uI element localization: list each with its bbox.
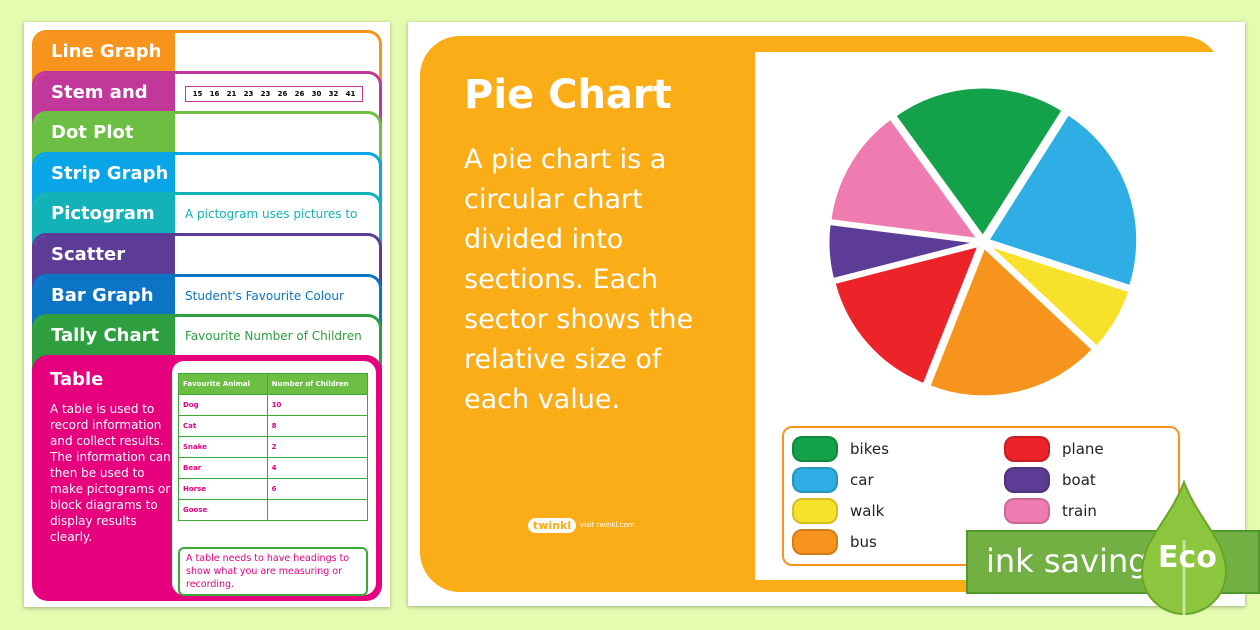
table-cell [266, 499, 369, 521]
pie-slice-plane [832, 243, 982, 387]
number: 23 [260, 89, 271, 98]
table-cell: Snake [178, 436, 268, 458]
number: 26 [277, 89, 288, 98]
eco-badge: Eco [1158, 540, 1217, 575]
table-cell: Horse [178, 478, 268, 500]
card-body: Favourite Animal Number of Children Dog 10… [172, 361, 376, 596]
table-cell: 6 [266, 478, 369, 500]
description: A pie chart is a circular chart divided … [464, 144, 694, 415]
page-title: Pie Chart [464, 72, 672, 118]
table-row: Horse 6 [178, 478, 369, 500]
legend-swatch [792, 436, 838, 462]
legend-item-car: car [792, 467, 874, 493]
table-header: Number of Children [266, 373, 369, 395]
legend-item-train: train [1004, 498, 1097, 524]
table-row: Cat 8 [178, 415, 369, 437]
pie-slice-bikes [892, 85, 1066, 240]
pie-chart-poster: Pie Chart A pie chart is a circular char… [408, 22, 1245, 606]
legend-item-boat: boat [1004, 467, 1096, 493]
table-cell: 8 [266, 415, 369, 437]
legend-item-bikes: bikes [792, 436, 889, 462]
stem-numbers: 15 16 21 23 23 26 26 30 32 41 [185, 85, 363, 102]
table-cell: Dog [178, 394, 268, 416]
card-line-graph[interactable]: Line Graph [32, 30, 382, 88]
legend-label: bus [850, 533, 877, 551]
pie-slice-boat [826, 221, 979, 282]
legend-label: walk [850, 502, 885, 520]
legend-item-walk: walk [792, 498, 884, 524]
number: 21 [226, 89, 237, 98]
legend-item-bus: bus [792, 529, 877, 555]
poster-stack: Line Graph Stem and 15 16 21 23 23 26 26 30 32 41 Do… [24, 22, 390, 607]
legend-label: car [850, 471, 874, 489]
logo-url: visit twinkl.com [580, 521, 635, 529]
card-strip-graph[interactable]: Strip Graph [32, 151, 382, 210]
card-title: Table [50, 369, 104, 390]
table-row: Bear 4 [178, 457, 369, 479]
legend-item-plane: plane [1004, 436, 1104, 462]
legend-swatch [1004, 467, 1050, 493]
twinkl-logo: twinkl [528, 518, 577, 533]
number: 26 [294, 89, 305, 98]
card-text: A table is used to record information an… [50, 402, 171, 544]
table-header: Favourite Animal [178, 373, 268, 395]
table-row: Snake 2 [178, 436, 369, 458]
number: 30 [311, 89, 322, 98]
table-cell: Goose [178, 499, 268, 521]
leaf-icon [1140, 480, 1228, 615]
table-note: A table needs to have headings to show w… [178, 547, 368, 596]
legend-label: plane [1062, 440, 1104, 458]
table-cell: Bear [178, 457, 268, 479]
legend-label: boat [1062, 471, 1096, 489]
number: 23 [243, 89, 254, 98]
legend-swatch [792, 467, 838, 493]
pie-slice-bus [926, 244, 1096, 399]
legend-swatch [792, 498, 838, 524]
pie-chart [826, 85, 1140, 399]
table-cell: 4 [266, 457, 369, 479]
animal-table: Favourite Animal Number of Children Dog 10… [178, 373, 369, 521]
table-cell: Cat [178, 415, 268, 437]
card-table[interactable]: Table A table is used to record informati… [32, 355, 382, 601]
number: 16 [209, 89, 220, 98]
number: 41 [345, 89, 356, 98]
pie-slice-car [985, 111, 1140, 289]
legend-label: bikes [850, 440, 889, 458]
table-cell: 2 [266, 436, 369, 458]
table-row: Goose [178, 499, 369, 521]
ink-saving-label: ink saving [986, 542, 1149, 580]
number: 15 [192, 89, 203, 98]
pie-slice-walk [986, 243, 1132, 350]
pie-slice-train [828, 116, 982, 242]
legend-swatch [1004, 436, 1050, 462]
legend-label: train [1062, 502, 1097, 520]
legend-swatch [792, 529, 838, 555]
table-cell: 10 [266, 394, 369, 416]
legend-swatch [1004, 498, 1050, 524]
table-row: Dog 10 [178, 394, 369, 416]
number: 32 [328, 89, 339, 98]
